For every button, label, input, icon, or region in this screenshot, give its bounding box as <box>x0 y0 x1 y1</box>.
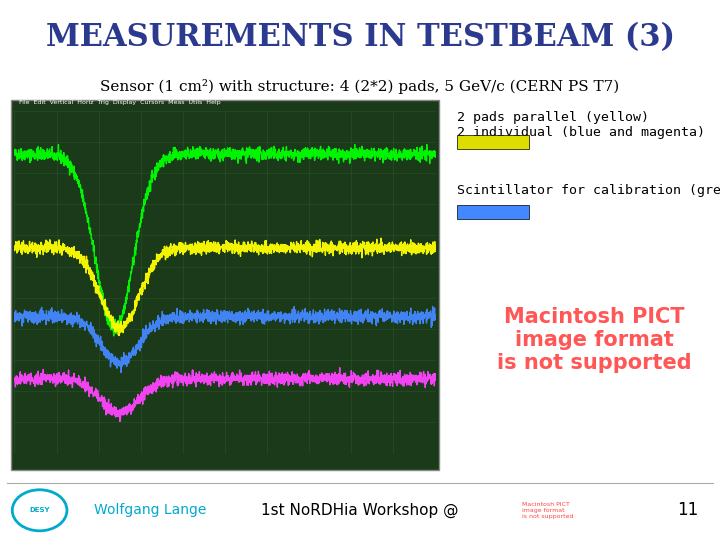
Bar <box>11 100 439 470</box>
Text: Macintosh PICT
image format
is not supported: Macintosh PICT image format is not suppo… <box>522 502 574 519</box>
Text: Scintillator for calibration (green): Scintillator for calibration (green) <box>457 184 720 197</box>
Bar <box>457 135 529 148</box>
Text: MEASUREMENTS IN TESTBEAM (3): MEASUREMENTS IN TESTBEAM (3) <box>45 22 675 53</box>
Text: 2 pads parallel (yellow)
2 individual (blue and magenta): 2 pads parallel (yellow) 2 individual (b… <box>457 111 705 139</box>
Text: Wolfgang Lange: Wolfgang Lange <box>94 503 206 517</box>
Text: 11: 11 <box>677 501 698 519</box>
Text: DESY: DESY <box>30 507 50 514</box>
Bar <box>457 205 529 219</box>
Text: File  Edit  Vertical  Horiz  Trig  Display  Cursors  Meas  Utils  Help: File Edit Vertical Horiz Trig Display Cu… <box>19 100 220 105</box>
Text: 1st NoRDHia Workshop @: 1st NoRDHia Workshop @ <box>261 503 459 518</box>
Text: Sensor (1 cm²) with structure: 4 (2*2) pads, 5 GeV/c (CERN PS T7): Sensor (1 cm²) with structure: 4 (2*2) p… <box>100 79 620 94</box>
Text: Macintosh PICT
image format
is not supported: Macintosh PICT image format is not suppo… <box>497 307 691 373</box>
